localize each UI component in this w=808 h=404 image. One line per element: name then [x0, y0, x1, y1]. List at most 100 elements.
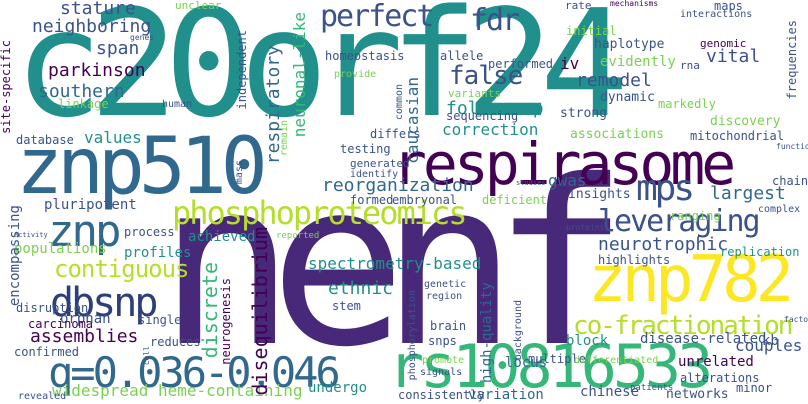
word: mitochondrial [690, 129, 784, 143]
word: discovery [710, 114, 781, 129]
word: znp782 [588, 243, 794, 317]
word: mass [234, 160, 245, 185]
word: follow-up [446, 98, 544, 119]
word: disruption [16, 301, 89, 315]
word: promote [422, 355, 465, 366]
word: values [84, 128, 142, 147]
word: embryonal [392, 193, 458, 207]
word: disequilibrium [248, 227, 272, 396]
word: revealed [18, 391, 67, 402]
word: testing [340, 142, 391, 156]
word: snps [428, 334, 457, 348]
word: chain [772, 174, 808, 188]
word: high-quality [479, 282, 495, 384]
word: c20orf24 [14, 0, 629, 150]
word: evidently [600, 54, 676, 70]
word: neighboring [32, 16, 152, 37]
word: achieved [188, 229, 256, 245]
word: kb [762, 333, 779, 349]
word: provide [334, 69, 377, 80]
word: widespread heme-containing [52, 381, 303, 400]
word: leveraging [598, 204, 761, 239]
word: region [426, 291, 463, 302]
word: formed [350, 193, 394, 207]
word: insights [568, 187, 631, 202]
word: mechanisms [610, 0, 659, 8]
word: phosphorylation [407, 290, 418, 381]
word: variants [448, 87, 501, 100]
word: dynamic [600, 90, 655, 105]
word: respirasome [392, 130, 736, 198]
word: signals [420, 367, 463, 378]
word: patients [630, 383, 674, 393]
word: populations [14, 241, 107, 257]
word: q=0.036-0.046 [48, 348, 341, 397]
word: caucasian [403, 77, 422, 164]
word: neuronal-like [290, 12, 309, 138]
word: block [566, 333, 609, 349]
word: deficient [482, 193, 548, 207]
word: studies [516, 179, 546, 187]
word: mps [636, 168, 695, 209]
word: minor [736, 381, 773, 395]
word: disease-related [640, 331, 767, 347]
word: independent [235, 30, 249, 110]
word: phosphoproteomics [172, 194, 468, 232]
word: homeostasis [325, 49, 405, 63]
word: unclear [175, 0, 222, 12]
word: complex [758, 204, 801, 215]
word: allele [440, 49, 484, 63]
word: remodel [576, 70, 652, 91]
word: remain [279, 120, 290, 157]
word: maps [714, 0, 743, 13]
word: identify [350, 169, 399, 180]
word: dbsnp [50, 280, 158, 326]
word: sequencing [446, 109, 519, 123]
word: haplotype [594, 37, 665, 52]
word: ranging [670, 209, 721, 223]
word: site-specific [0, 40, 13, 134]
word: markedly [658, 97, 716, 111]
word: initial [566, 24, 617, 38]
word: multiple [528, 352, 586, 366]
word: genes [130, 33, 155, 42]
word: strong [560, 106, 607, 121]
word: znp [48, 206, 122, 257]
word: interactions [680, 9, 753, 20]
word: locus [505, 355, 548, 371]
word: highlights [598, 253, 671, 267]
word: co-fractionation [573, 311, 793, 341]
word: perfect [320, 0, 434, 34]
word: cell [142, 346, 151, 366]
word: undergo [308, 380, 368, 396]
word: southern [38, 81, 125, 102]
word: gwas [548, 171, 587, 190]
word: human [162, 99, 193, 110]
word: ethnic [328, 278, 394, 299]
word: reorganization [322, 175, 474, 196]
word: differs [370, 127, 421, 141]
word: encompassing [7, 205, 23, 307]
word: stature [60, 0, 136, 19]
word: carcinoma [28, 317, 94, 331]
word: neurogenesis [219, 278, 233, 365]
word: associations [570, 127, 664, 142]
word: generated [350, 157, 410, 170]
word: genomic [700, 37, 747, 50]
word: alterations [680, 371, 760, 385]
word: span [96, 38, 140, 59]
word: common [394, 84, 405, 121]
word: unrelated [678, 354, 754, 370]
word: function [776, 142, 808, 151]
word: reported [276, 231, 320, 241]
word: nenf [158, 131, 629, 397]
word: consistently [398, 388, 485, 402]
word: rate [565, 0, 592, 12]
word: vital [706, 46, 761, 67]
word: couples [735, 336, 803, 355]
word: rs10816533 [388, 332, 713, 402]
word: largest [710, 183, 786, 204]
word: single [138, 313, 182, 327]
word: profiles [124, 245, 192, 261]
